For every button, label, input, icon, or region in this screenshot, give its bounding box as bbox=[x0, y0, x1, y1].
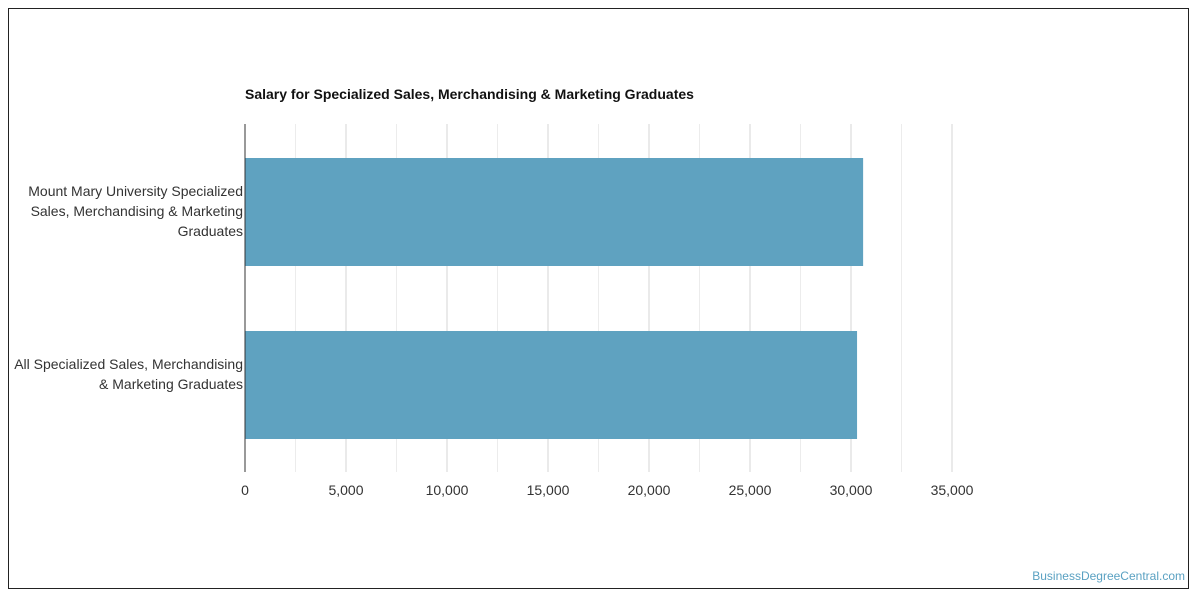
x-tick-labels: 0 5,000 10,000 15,000 20,000 25,000 30,000 35,0… bbox=[241, 482, 974, 498]
bar-0[interactable] bbox=[245, 158, 864, 266]
category-label-mount-mary: Mount Mary University Specialized Sales,… bbox=[28, 183, 243, 239]
category-label-all-graduates: All Specialized Sales, Merchandising & M… bbox=[14, 356, 243, 392]
bars bbox=[245, 158, 864, 439]
bar-1[interactable] bbox=[245, 331, 858, 439]
x-tick-label: 20,000 bbox=[628, 482, 671, 498]
x-tick-label: 5,000 bbox=[328, 482, 363, 498]
x-tick-label: 25,000 bbox=[729, 482, 772, 498]
x-tick-label: 35,000 bbox=[931, 482, 974, 498]
source-credit-link[interactable]: BusinessDegreeCentral.com bbox=[1032, 569, 1185, 583]
x-tick-label: 30,000 bbox=[830, 482, 873, 498]
x-tick-label: 0 bbox=[241, 482, 249, 498]
x-tick-label: 15,000 bbox=[527, 482, 570, 498]
chart-title: Salary for Specialized Sales, Merchandis… bbox=[245, 86, 694, 102]
x-tick-label: 10,000 bbox=[426, 482, 469, 498]
